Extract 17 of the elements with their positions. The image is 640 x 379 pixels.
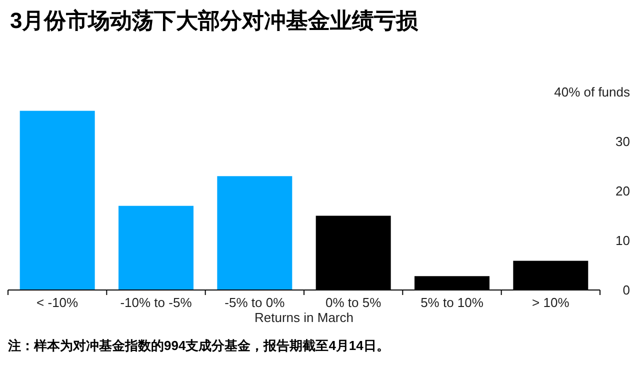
x-tick-label: < -10%: [36, 295, 79, 310]
text: 注：样本为对冲基金指数的994支成分基金，报告期截至4月14日。: [7, 338, 390, 353]
y-tick-label: 10: [616, 233, 630, 248]
y-tick-label: 20: [616, 184, 630, 198]
x-axis-title: Returns in March: [254, 310, 354, 325]
x-tick-label: 0% to 5%: [326, 295, 382, 310]
bar: [20, 110, 95, 290]
x-tick-label: 5% to 10%: [420, 295, 484, 310]
x-tick-label: -5% to 0%: [224, 295, 286, 310]
bar: [217, 176, 292, 290]
y-tick-label: 40% of funds: [554, 84, 630, 100]
x-tick-label: > 10%: [532, 295, 570, 310]
bar: [118, 206, 194, 290]
x-tick-label: -10% to -5%: [120, 295, 192, 310]
y-tick-label: 0: [622, 282, 630, 298]
chart-title: 3月份市场动荡下大部分对冲基金业绩亏损: [10, 8, 420, 33]
y-tick-label: 30: [616, 134, 630, 149]
